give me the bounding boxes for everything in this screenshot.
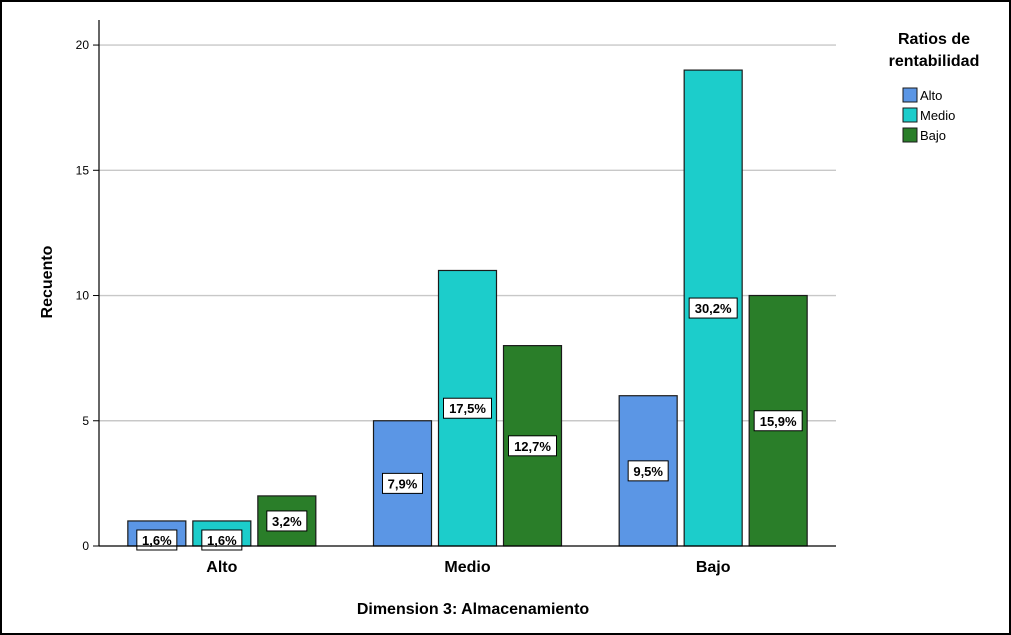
x-category-label: Alto bbox=[206, 559, 237, 576]
data-label-text: 12,7% bbox=[514, 439, 551, 454]
legend-label-alto: Alto bbox=[920, 88, 942, 103]
data-label: 1,6% bbox=[201, 529, 243, 551]
data-label-box bbox=[201, 529, 243, 551]
data-label-box bbox=[627, 460, 669, 482]
y-tick-label: 15 bbox=[76, 163, 90, 177]
data-label: 15,9% bbox=[753, 410, 803, 432]
legend-swatch-alto bbox=[902, 87, 918, 103]
data-label-text: 1,6% bbox=[207, 533, 237, 548]
data-label-text: 15,9% bbox=[760, 414, 797, 429]
y-tick-label: 10 bbox=[76, 289, 90, 303]
data-label-box bbox=[753, 410, 803, 432]
data-label-box bbox=[136, 529, 178, 551]
legend-swatch-bajo bbox=[902, 127, 918, 143]
data-label: 1,6% bbox=[136, 529, 178, 551]
y-axis-title: Recuento bbox=[39, 245, 56, 318]
data-label: 30,2% bbox=[688, 297, 738, 319]
data-label: 17,5% bbox=[443, 397, 492, 419]
data-label-box bbox=[382, 472, 423, 494]
data-label-text: 30,2% bbox=[695, 301, 732, 316]
data-label-text: 1,6% bbox=[142, 533, 172, 548]
data-label-text: 9,5% bbox=[633, 464, 663, 479]
y-tick-label: 0 bbox=[82, 539, 89, 553]
legend-title-line-1: Ratios de bbox=[898, 31, 970, 48]
data-label-box bbox=[443, 397, 492, 419]
y-tick-label: 5 bbox=[82, 414, 89, 428]
data-label: 12,7% bbox=[508, 435, 557, 457]
data-label-text: 7,9% bbox=[388, 476, 418, 491]
legend-label-bajo: Bajo bbox=[920, 128, 946, 143]
data-label-box bbox=[266, 510, 308, 532]
y-tick-label: 20 bbox=[76, 38, 90, 52]
data-label-text: 3,2% bbox=[272, 514, 302, 529]
data-label-box bbox=[508, 435, 557, 457]
data-label: 7,9% bbox=[382, 472, 423, 494]
legend-title-line-2: rentabilidad bbox=[889, 53, 980, 70]
data-label: 3,2% bbox=[266, 510, 308, 532]
axes: 0 5 10 15 20 Alto Medio Bajo bbox=[76, 20, 836, 576]
legend-swatch-medio bbox=[902, 107, 918, 123]
x-axis-title: Dimension 3: Almacenamiento bbox=[357, 601, 590, 618]
x-category-label: Bajo bbox=[696, 559, 731, 576]
data-label-text: 17,5% bbox=[449, 401, 486, 416]
legend-label-medio: Medio bbox=[920, 108, 955, 123]
x-category-label: Medio bbox=[444, 559, 490, 576]
data-label-box bbox=[688, 297, 738, 319]
legend: Ratios de rentabilidad Alto Medio Bajo bbox=[889, 31, 980, 143]
data-labels: 1,6% 1,6% 3,2% 7,9% 17,5% 12,7% 9,5% 30,2% 15,9% bbox=[136, 297, 803, 551]
data-label: 9,5% bbox=[627, 460, 669, 482]
